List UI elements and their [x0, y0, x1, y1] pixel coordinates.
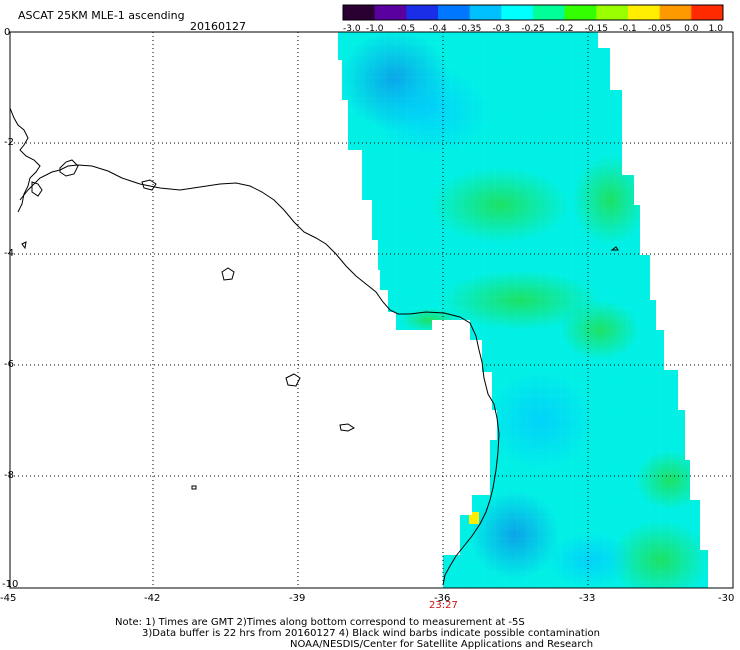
colorbar-border: [342, 4, 724, 21]
colorbar-segment: [469, 5, 502, 20]
colorbar-segment: [406, 5, 439, 20]
colorbar-segment: [628, 5, 661, 20]
lat-tick-1: -2: [4, 137, 14, 148]
wind-swath: [338, 32, 708, 588]
colorbar-tick-label: -3.0: [343, 24, 361, 34]
colorbar-segment: [659, 5, 692, 20]
colorbar-segment: [596, 5, 629, 20]
colorbar-segment: [691, 5, 724, 20]
lon-tick-5: -30: [718, 593, 735, 604]
lon-tick-4: -33: [579, 593, 596, 604]
colorbar-segment: [343, 5, 376, 20]
lat-tick-0: 0: [4, 27, 11, 38]
colorbar-tick-label: -0.1: [619, 24, 637, 34]
graticule: [10, 32, 733, 588]
colorbar-tick-label: 0.0: [684, 24, 699, 34]
colorbar-tick-label: -0.15: [585, 24, 608, 34]
date-label: 20160127: [190, 20, 246, 33]
note-line-2: 3)Data buffer is 22 hrs from 20160127 4)…: [142, 628, 600, 639]
colorbar-tick-label: 1.0: [709, 24, 724, 34]
lat-tick-5: -10: [2, 579, 19, 590]
colorbar: -3.0 -1.0 -0.5 -0.4 -0.35 -0.3 -0.25 -0.2 -0.15 -…: [342, 4, 724, 34]
colorbar-tick-label: -0.2: [556, 24, 574, 34]
lon-tick-3: -36: [434, 593, 451, 604]
coastline: [9, 107, 619, 586]
colorbar-segment: [438, 5, 471, 20]
colorbar-tick-label: -0.5: [398, 24, 416, 34]
colorbar-tick-label: -0.25: [521, 24, 544, 34]
colorbar-segment: [374, 5, 407, 20]
lon-tick-0: -45: [0, 593, 17, 604]
colorbar-tick-label: -1.0: [366, 24, 384, 34]
colorbar-tick-label: -0.05: [648, 24, 671, 34]
colorbar-segment: [533, 5, 566, 20]
swath-time-label: 23:27: [429, 600, 458, 611]
colorbar-segment: [501, 5, 534, 20]
map-frame: [9, 31, 734, 589]
colorbar-tick-label: -0.35: [458, 24, 481, 34]
colorbar-tick-label: -0.3: [493, 24, 511, 34]
colorbar-segment: [564, 5, 597, 20]
colorbar-tick-label: -0.4: [429, 24, 447, 34]
note-line-3: NOAA/NESDIS/Center for Satellite Applica…: [290, 639, 594, 650]
lat-tick-4: -8: [4, 470, 14, 481]
lat-tick-2: -4: [4, 248, 14, 259]
lon-tick-1: -42: [144, 593, 161, 604]
product-title: ASCAT 25KM MLE-1 ascending: [18, 9, 185, 22]
note-line-1: Note: 1) Times are GMT 2)Times along bot…: [115, 617, 525, 628]
lon-tick-2: -39: [289, 593, 306, 604]
lat-tick-3: -6: [4, 359, 14, 370]
